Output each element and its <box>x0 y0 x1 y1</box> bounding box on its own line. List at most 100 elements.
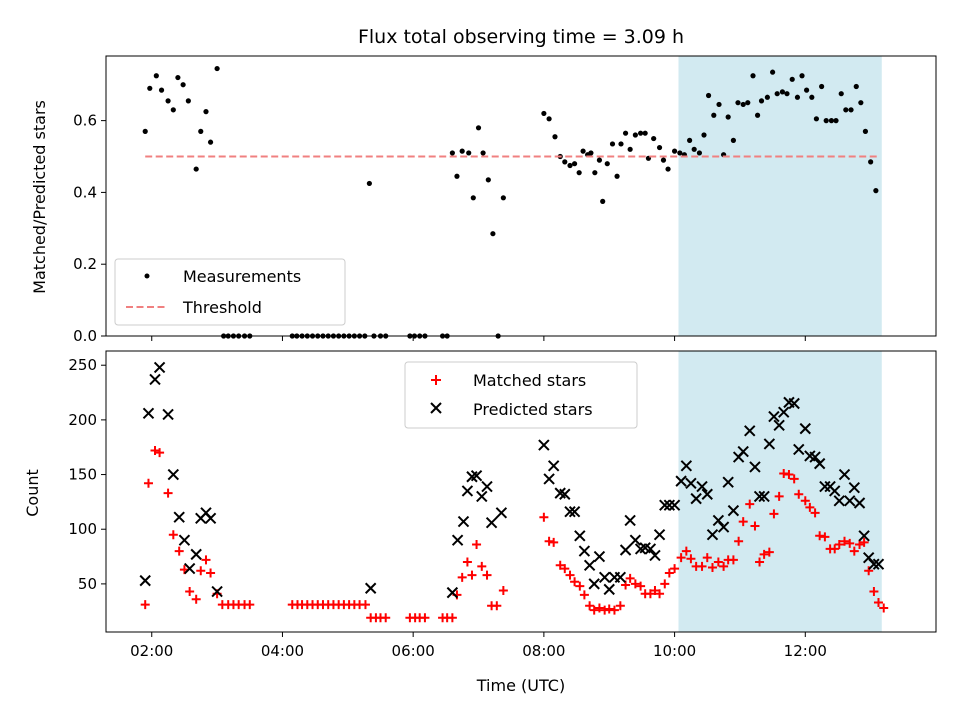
matched-stars-point-9 <box>191 594 201 604</box>
predicted-stars-point-64 <box>737 445 749 458</box>
matched-stars-point-42 <box>420 613 430 623</box>
measurements-point-112 <box>809 94 815 100</box>
predicted-stars-point-83 <box>833 495 845 507</box>
matched-stars-point-8 <box>185 587 195 597</box>
measurements-point-72 <box>614 173 620 179</box>
predicted-stars-point-52 <box>675 475 687 487</box>
measurements-point-116 <box>828 118 835 124</box>
measurements-point-5 <box>170 107 176 113</box>
measurements-point-81 <box>656 144 663 151</box>
matched-stars-point-59 <box>555 560 565 570</box>
matched-stars-point-94 <box>734 536 744 546</box>
top-panel: 0.0 0.2 0.4 0.6 <box>73 55 937 345</box>
measurements-point-88 <box>691 146 697 152</box>
matched-stars-point-123 <box>879 603 889 613</box>
measurements-point-6 <box>175 74 181 81</box>
y-tick-label-top-0: 0.0 <box>73 327 97 345</box>
matched-stars-point-60 <box>560 564 570 574</box>
matched-stars-point-48 <box>462 557 472 567</box>
measurements-point-73 <box>618 141 624 147</box>
predicted-stars-point-72 <box>778 406 790 418</box>
matched-stars-point-106 <box>794 489 804 499</box>
measurements-point-107 <box>784 91 790 97</box>
matched-stars-point-50 <box>472 540 482 550</box>
measurements-point-99 <box>745 100 751 106</box>
matched-stars-point-54 <box>492 601 502 611</box>
predicted-stars-point-47 <box>649 549 661 562</box>
predicted-stars-point-48 <box>653 528 666 541</box>
predicted-stars-point-60 <box>717 521 730 533</box>
predicted-stars-point-57 <box>701 488 713 500</box>
measurements-point-13 <box>214 65 220 72</box>
predicted-stars-point-2 <box>149 373 161 386</box>
measurements-point-63 <box>576 170 582 176</box>
measurements-point-91 <box>705 92 712 99</box>
predicted-stars-point-15 <box>446 586 459 599</box>
predicted-stars-point-27 <box>547 460 560 472</box>
predicted-stars-point-9 <box>190 548 202 561</box>
matched-stars-point-70 <box>609 605 619 615</box>
matched-stars-point-78 <box>650 585 660 595</box>
measurements-point-47 <box>459 148 465 154</box>
matched-stars-point-2 <box>150 445 160 455</box>
measurements-point-69 <box>600 198 606 204</box>
matched-stars-point-114 <box>834 540 844 550</box>
matched-stars-point-5 <box>168 530 178 540</box>
legend-bottom: Matched stars Predicted stars <box>404 361 638 429</box>
predicted-stars-point-55 <box>690 492 702 505</box>
measurements-point-55 <box>500 195 506 201</box>
legend-top: Measurements Threshold <box>114 258 346 326</box>
measurements-point-51 <box>480 150 486 156</box>
predicted-stars-point-8 <box>183 562 196 575</box>
measurements-point-2 <box>153 73 159 79</box>
matched-stars-point-12 <box>206 568 216 578</box>
measurements-point-101 <box>754 112 761 118</box>
matched-stars-point-52 <box>482 570 492 580</box>
measurements-point-35 <box>366 180 372 187</box>
predicted-stars-point-26 <box>543 473 555 485</box>
matched-stars-point-98 <box>755 557 765 567</box>
matched-stars-point-115 <box>840 536 850 546</box>
predicted-stars-point-91 <box>872 558 885 570</box>
matched-stars-point-47 <box>457 572 467 582</box>
legend-predicted-marker <box>430 402 442 414</box>
matched-stars-point-82 <box>670 564 680 574</box>
measurements-point-62 <box>571 161 578 167</box>
matched-stars-point-96 <box>745 499 755 509</box>
measurements-point-3 <box>158 87 165 93</box>
matched-stars-point-97 <box>750 521 760 531</box>
measurements-point-71 <box>609 141 616 147</box>
matched-stars-point-19 <box>245 600 255 610</box>
matched-stars-point-51 <box>477 561 487 571</box>
x-tick-label-0: 02:00 <box>130 642 173 660</box>
matched-stars-point-83 <box>676 553 686 563</box>
measurements-point-110 <box>799 73 805 79</box>
measurements-point-78 <box>642 130 648 136</box>
measurements-point-92 <box>711 112 717 118</box>
matched-stars-point-122 <box>873 597 883 607</box>
measurements-point-67 <box>592 170 598 176</box>
matched-stars-point-120 <box>864 566 874 576</box>
measurements-point-96 <box>730 137 737 143</box>
measurements-point-90 <box>701 132 707 138</box>
matched-stars-point-65 <box>585 601 595 611</box>
predicted-stars-point-85 <box>844 495 856 507</box>
matched-stars-point-101 <box>769 509 779 519</box>
measurements-point-84 <box>671 148 678 154</box>
matched-stars-point-3 <box>155 448 165 458</box>
matched-stars-point-75 <box>636 581 646 591</box>
matched-stars-point-1 <box>143 478 153 488</box>
predicted-stars-point-41 <box>619 544 632 556</box>
measurements-point-103 <box>764 94 770 100</box>
predicted-stars-point-29 <box>559 488 571 500</box>
measurements-point-115 <box>823 118 829 124</box>
measurements-point-89 <box>696 150 703 156</box>
matched-stars-point-79 <box>655 589 665 599</box>
measurements-point-1 <box>147 85 153 91</box>
predicted-stars-point-50 <box>663 499 676 511</box>
predicted-stars-point-54 <box>685 477 697 490</box>
predicted-stars-point-75 <box>793 443 805 456</box>
observing-window-bottom <box>678 351 882 632</box>
predicted-stars-point-42 <box>624 514 636 527</box>
matched-stars-point-66 <box>589 605 599 615</box>
